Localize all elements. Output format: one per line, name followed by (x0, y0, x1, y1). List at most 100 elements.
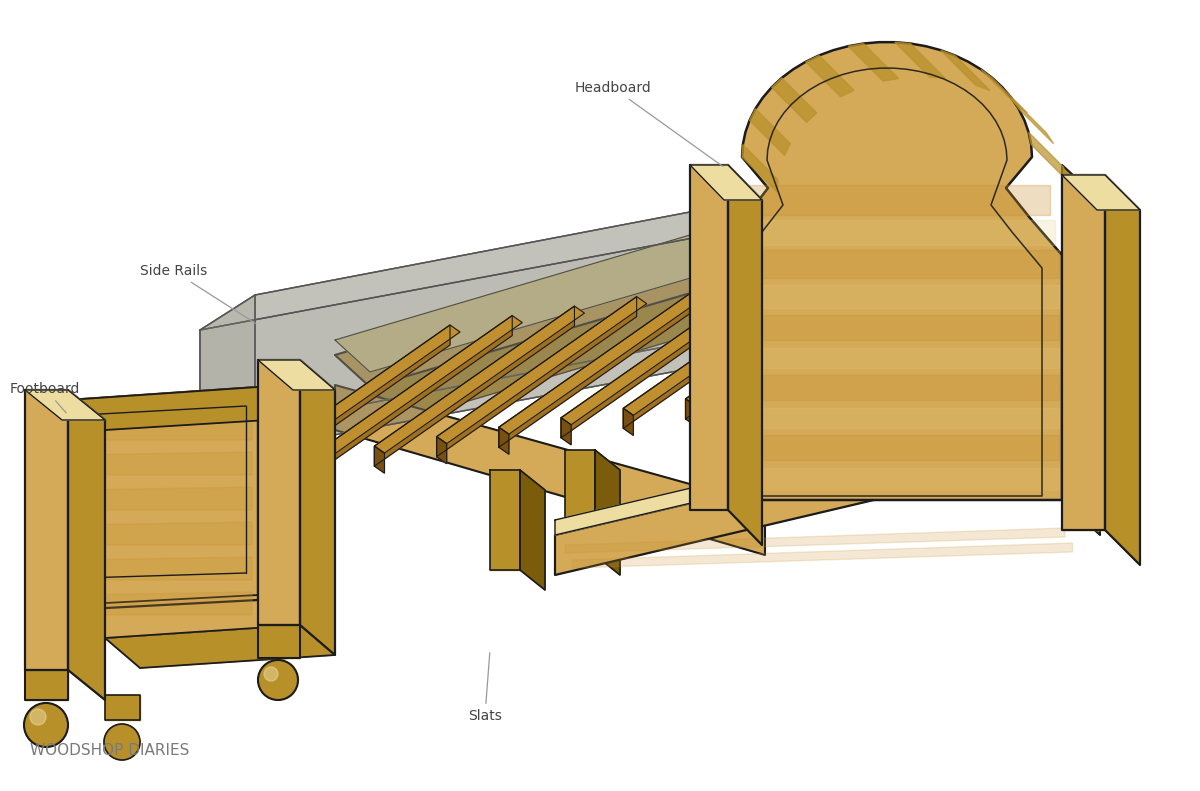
Polygon shape (250, 325, 460, 472)
Polygon shape (565, 528, 1064, 553)
Polygon shape (750, 108, 791, 155)
Text: Footboard: Footboard (10, 382, 80, 413)
Polygon shape (258, 360, 335, 390)
Polygon shape (748, 389, 757, 416)
Polygon shape (685, 259, 886, 419)
Polygon shape (731, 408, 1058, 428)
Polygon shape (25, 390, 106, 420)
Polygon shape (554, 400, 1064, 535)
Polygon shape (623, 408, 634, 435)
Polygon shape (731, 250, 1058, 278)
Polygon shape (25, 670, 68, 700)
Polygon shape (554, 415, 1064, 575)
Polygon shape (731, 435, 1058, 460)
Polygon shape (499, 427, 509, 454)
Polygon shape (499, 287, 709, 434)
Polygon shape (200, 295, 256, 460)
Text: WOODSHOP DIARIES: WOODSHOP DIARIES (30, 743, 190, 758)
Polygon shape (312, 316, 522, 463)
Polygon shape (76, 592, 252, 615)
Polygon shape (25, 390, 68, 670)
Text: Headboard: Headboard (575, 81, 722, 166)
Polygon shape (685, 399, 696, 426)
Polygon shape (562, 278, 772, 425)
Polygon shape (895, 42, 946, 78)
Polygon shape (772, 78, 817, 123)
Polygon shape (370, 282, 762, 420)
Polygon shape (335, 388, 766, 545)
Polygon shape (76, 487, 252, 510)
Polygon shape (437, 297, 647, 444)
Circle shape (264, 667, 278, 681)
Polygon shape (106, 695, 140, 720)
Polygon shape (499, 287, 698, 447)
Polygon shape (810, 240, 1020, 387)
Polygon shape (562, 418, 571, 445)
Polygon shape (250, 325, 450, 485)
Polygon shape (490, 470, 520, 570)
Polygon shape (76, 452, 252, 475)
Polygon shape (742, 145, 778, 192)
Polygon shape (562, 278, 761, 437)
Polygon shape (256, 170, 910, 425)
Polygon shape (1062, 175, 1140, 210)
Polygon shape (106, 625, 335, 668)
Polygon shape (374, 446, 384, 473)
Polygon shape (810, 240, 1010, 400)
Polygon shape (623, 268, 833, 415)
Polygon shape (1012, 98, 1054, 144)
Polygon shape (690, 165, 762, 200)
Polygon shape (76, 522, 252, 545)
Circle shape (104, 724, 140, 760)
Polygon shape (300, 360, 335, 655)
Polygon shape (250, 465, 260, 492)
Polygon shape (335, 235, 728, 372)
Polygon shape (520, 470, 545, 590)
Text: Slats: Slats (468, 653, 502, 723)
Polygon shape (848, 44, 899, 81)
Polygon shape (68, 595, 300, 638)
Polygon shape (595, 450, 620, 575)
Polygon shape (76, 417, 252, 440)
Polygon shape (870, 170, 910, 335)
Polygon shape (200, 205, 870, 460)
Polygon shape (941, 50, 990, 90)
Polygon shape (731, 285, 1058, 308)
Polygon shape (68, 387, 258, 610)
Polygon shape (1062, 175, 1105, 530)
Text: Side Rails: Side Rails (140, 264, 256, 324)
Polygon shape (200, 300, 910, 460)
Polygon shape (728, 42, 1062, 500)
Polygon shape (748, 249, 958, 396)
Polygon shape (258, 625, 300, 658)
Polygon shape (731, 315, 1058, 340)
Polygon shape (374, 306, 584, 453)
Polygon shape (68, 387, 300, 430)
Polygon shape (335, 250, 728, 387)
Polygon shape (258, 360, 300, 625)
Polygon shape (690, 165, 728, 510)
Polygon shape (565, 450, 595, 555)
Polygon shape (312, 316, 512, 475)
Polygon shape (623, 268, 823, 429)
Circle shape (30, 709, 46, 725)
Polygon shape (740, 185, 1050, 215)
Polygon shape (374, 306, 575, 466)
Circle shape (24, 703, 68, 747)
Polygon shape (805, 55, 854, 97)
Polygon shape (68, 390, 106, 700)
Polygon shape (200, 170, 910, 330)
Polygon shape (312, 456, 323, 483)
Polygon shape (731, 375, 1058, 400)
Polygon shape (685, 259, 895, 406)
Polygon shape (810, 380, 820, 407)
Polygon shape (980, 70, 1027, 113)
Polygon shape (1062, 165, 1100, 535)
Polygon shape (76, 557, 252, 580)
Polygon shape (734, 220, 1055, 245)
Polygon shape (437, 437, 446, 464)
Circle shape (258, 660, 298, 700)
Polygon shape (728, 165, 762, 545)
Polygon shape (437, 297, 637, 456)
Polygon shape (748, 249, 948, 410)
